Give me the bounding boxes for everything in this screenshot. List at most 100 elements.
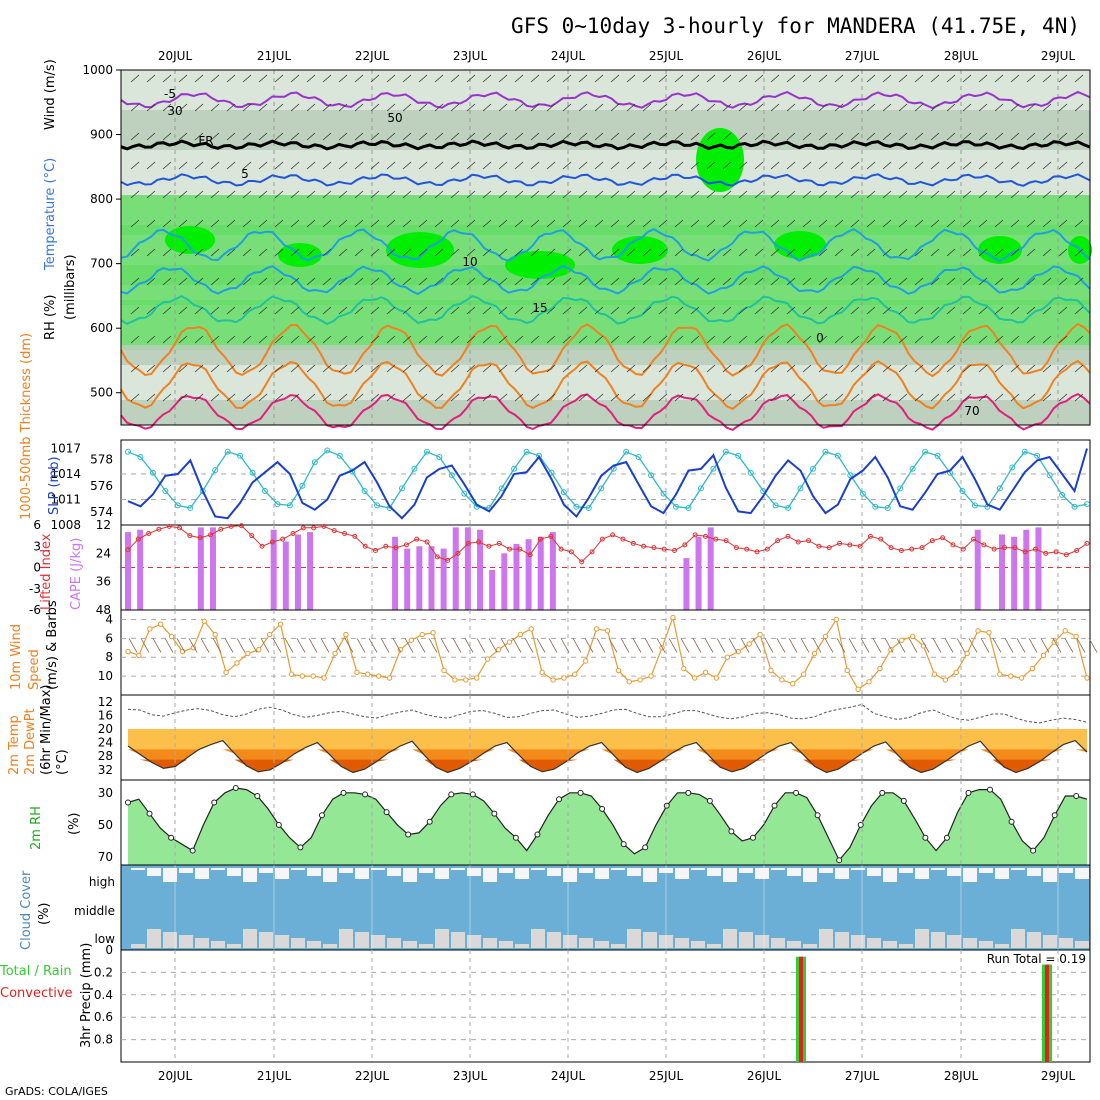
wind-barb (626, 74, 636, 83)
wind-barb (418, 306, 428, 315)
cloud-high-gap (931, 868, 945, 870)
wind-point (474, 675, 480, 681)
wind-barb (274, 277, 284, 286)
wind-barb (322, 393, 332, 402)
wind-barb (706, 132, 716, 141)
wind-barb (658, 393, 668, 402)
cloud-low-fill (227, 944, 241, 948)
cloud-low-fill (1027, 932, 1041, 948)
wind-barb (1058, 74, 1068, 83)
wind-barb (866, 103, 876, 112)
wind-barb (722, 190, 732, 199)
cloud-low-fill (419, 944, 433, 948)
wind-barb (882, 248, 892, 257)
wind-barb (706, 364, 716, 373)
cloud-low-fill (851, 935, 865, 948)
precip-convective-label: Convective (0, 986, 73, 1001)
cloud-high-gap (995, 868, 1009, 879)
wind-barb (1010, 161, 1020, 170)
rh2m-axis-label: 2m RH (29, 806, 44, 850)
wind-barb (722, 248, 732, 257)
wind-barb (146, 132, 156, 141)
wind-barb (994, 74, 1004, 83)
rh2m-point (879, 789, 886, 796)
wind-barb (642, 219, 652, 228)
thickness-point (149, 469, 156, 476)
wind-barb (386, 103, 396, 112)
wind-point (615, 667, 622, 674)
wind-barb (898, 190, 908, 199)
li-point (672, 548, 678, 553)
wind-barb (466, 335, 476, 344)
wind-barb (514, 248, 524, 257)
cape-bar (440, 548, 447, 610)
wind-barb (322, 74, 332, 83)
wind-barb-10m (920, 638, 930, 653)
wind-barb (866, 219, 876, 228)
pressure-tick-label: 800 (90, 192, 113, 206)
cape-bar (683, 558, 690, 610)
bottom-day-label: 28JUL (944, 1069, 979, 1083)
contour-line (120, 228, 1091, 263)
wind-barb (834, 335, 844, 344)
li-point (352, 533, 358, 539)
wind-barb (514, 364, 524, 373)
wind-barb (434, 219, 444, 228)
temp-tick-label: 32 (98, 763, 113, 777)
wind-barb-10m (752, 638, 762, 653)
wind-barb (658, 219, 668, 228)
rh2m-tick-label: 50 (98, 818, 113, 832)
li-point (455, 550, 461, 556)
wind-barb (818, 161, 828, 170)
wind-point (670, 614, 676, 621)
thickness-point (137, 454, 144, 460)
wind-barb (626, 248, 636, 257)
wind-barb (274, 74, 284, 83)
rh2m-area (128, 788, 1087, 865)
cape-bar (125, 532, 131, 610)
wind-barb (322, 248, 332, 257)
li-point (1022, 549, 1028, 555)
rh2m-point (254, 793, 261, 800)
wind-barb (1026, 335, 1036, 344)
wind-barb (962, 277, 972, 286)
wind-barb (802, 277, 812, 286)
wind-point (386, 675, 393, 681)
li-point (321, 523, 327, 529)
li-point (981, 542, 987, 548)
wind-point (452, 677, 458, 683)
wind-barb (946, 306, 956, 315)
precip-tick-label: 0.8 (94, 1033, 113, 1047)
thickness-point (697, 485, 704, 492)
wind-barb (338, 103, 348, 112)
wind-barb (290, 74, 300, 83)
li-point (146, 531, 152, 536)
wind-barb (354, 393, 364, 402)
contour-label: 70 (964, 404, 979, 418)
rh2m-point (297, 844, 304, 851)
cloud-low-fill (531, 929, 545, 948)
wind-barb (706, 190, 716, 199)
cape-tick-label: 24 (96, 546, 111, 560)
wind-barb (498, 393, 508, 402)
wind-barb (610, 277, 620, 286)
temp-tick-label: 28 (98, 749, 113, 763)
cloud-low-fill (387, 938, 401, 948)
wind-barb (194, 277, 204, 286)
wind-barb (962, 393, 972, 402)
rh-blob (165, 226, 215, 254)
rh2m-tick-label: 70 (98, 850, 113, 864)
precip-tick-label: 0.4 (94, 988, 113, 1002)
cloud-level-label: middle (74, 904, 115, 918)
li-point (290, 531, 296, 536)
wind-barb (1074, 190, 1084, 199)
wind-barb (162, 248, 172, 257)
slp-tick-label: 1017 (50, 442, 81, 456)
li-point (960, 546, 966, 552)
wind-barb (946, 393, 956, 402)
wind-barb (1026, 248, 1036, 257)
credit-label: GrADS: COLA/IGES (5, 1085, 108, 1098)
wind-barb (930, 190, 940, 199)
wind-barb (450, 335, 460, 344)
cloud-low-fill (611, 944, 625, 948)
